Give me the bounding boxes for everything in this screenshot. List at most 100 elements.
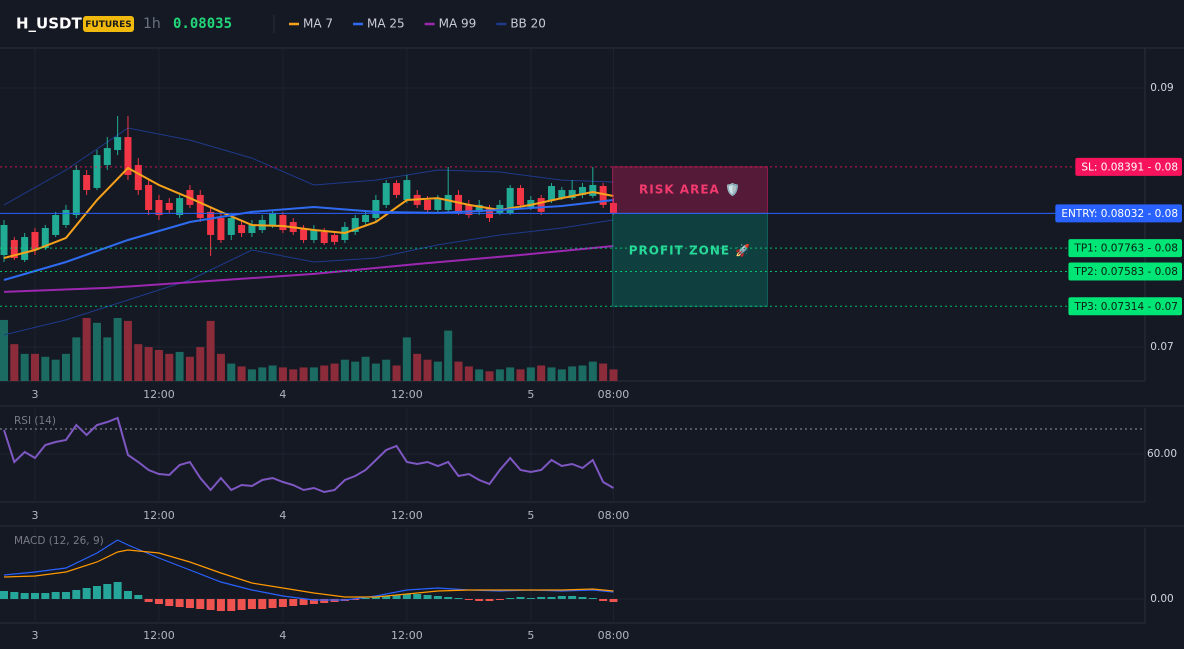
bollinger-band <box>3 219 614 336</box>
macd-histogram-bar <box>557 596 566 599</box>
candle-body <box>455 194 463 213</box>
x-tick-label: 12:00 <box>391 629 423 642</box>
macd-histogram-bar <box>516 597 525 599</box>
x-tick-label: 3 <box>31 629 38 642</box>
candle-body <box>165 202 173 210</box>
panel-title: RSI (14) <box>14 415 56 427</box>
x-tick-label: 5 <box>527 629 534 642</box>
candle-body <box>217 217 225 241</box>
macd-histogram-bar <box>278 599 287 607</box>
macd-histogram-bar <box>30 593 39 599</box>
macd-histogram-bar <box>588 598 597 599</box>
volume-bar <box>526 367 535 381</box>
y-tick-label: 0.09 <box>1150 82 1173 94</box>
macd-histogram-bar <box>495 599 504 600</box>
level-label: ENTRY: 0.08032 - 0.08 <box>1061 208 1178 220</box>
candle-body <box>134 165 142 191</box>
volume-bar <box>247 369 256 381</box>
y-tick-label: 0.07 <box>1150 341 1173 353</box>
macd-histogram-bar <box>165 599 174 606</box>
candle-body <box>300 227 308 241</box>
volume-bar <box>134 344 143 381</box>
candle-body <box>578 187 586 195</box>
volume-bar <box>433 361 442 381</box>
panel-title: MACD (12, 26, 9) <box>14 535 104 547</box>
volume-bar <box>82 318 91 381</box>
candle-body <box>547 186 555 200</box>
volume-bar <box>30 353 39 381</box>
badge: FUTURES <box>85 20 131 30</box>
macd-histogram-bar <box>351 599 360 600</box>
volume-bar <box>41 356 50 381</box>
candle-body <box>238 224 246 234</box>
volume-bar <box>402 337 411 381</box>
y-tick-label: 0.00 <box>1150 593 1173 605</box>
volume-bar <box>92 322 101 381</box>
volume-bar <box>61 353 70 381</box>
candle-body <box>537 198 545 212</box>
x-tick-label: 12:00 <box>143 509 175 522</box>
badge-bg <box>83 16 134 32</box>
x-tick-label: 5 <box>527 388 534 401</box>
candle-body <box>475 204 483 212</box>
macd-histogram-bar <box>61 592 70 599</box>
macd-line <box>3 549 614 598</box>
candle-body <box>372 199 380 218</box>
macd-histogram-bar <box>175 599 184 607</box>
macd-histogram-bar <box>299 599 308 605</box>
volume-bar <box>340 359 349 381</box>
volume-bar <box>371 363 380 381</box>
x-tick-label: 08:00 <box>598 629 630 642</box>
zone-label: RISK AREA 🛡️ <box>639 183 741 197</box>
legend-label: BB 20 <box>510 17 546 31</box>
macd-histogram-bar <box>433 596 442 599</box>
candle-body <box>362 215 370 223</box>
macd-histogram-bar <box>237 599 246 610</box>
macd-histogram-bar <box>526 598 535 599</box>
x-tick-label: 08:00 <box>598 388 630 401</box>
level-label: SL: 0.08391 - 0.08 <box>1081 161 1178 173</box>
macd-histogram-bar <box>423 595 432 599</box>
volume-bar <box>578 365 587 381</box>
candle-body <box>155 199 163 216</box>
macd-histogram-bar <box>454 598 463 599</box>
candle-body <box>0 224 8 256</box>
volume-bar <box>123 320 132 381</box>
volume-bar <box>51 359 60 381</box>
volume-bar <box>258 367 267 381</box>
macd-histogram-bar <box>123 591 132 599</box>
volume-bar <box>413 353 422 381</box>
candle-body <box>227 217 235 235</box>
candle-body <box>599 186 607 205</box>
macd-histogram-bar <box>506 598 515 599</box>
x-tick-label: 12:00 <box>391 509 423 522</box>
legend-label: MA 7 <box>303 17 333 31</box>
x-tick-label: 4 <box>279 388 286 401</box>
macd-histogram-bar <box>113 582 122 599</box>
x-tick-label: 4 <box>279 629 286 642</box>
macd-histogram-bar <box>289 599 298 606</box>
candle-body <box>424 199 432 210</box>
volume-bar <box>289 369 298 381</box>
macd-histogram-bar <box>361 598 370 599</box>
level-tag <box>1075 157 1182 176</box>
candle-body <box>103 148 111 166</box>
volume-bar <box>537 365 546 381</box>
macd-histogram-bar <box>371 597 380 599</box>
macd-histogram-bar <box>568 596 577 599</box>
x-tick-label: 5 <box>527 509 534 522</box>
volume-bar <box>423 359 432 381</box>
volume-bar <box>206 320 215 381</box>
macd-histogram-bar <box>475 599 484 601</box>
candle-body <box>506 187 514 213</box>
volume-bar <box>196 347 205 381</box>
candle-body <box>269 212 277 225</box>
volume-bar <box>72 337 81 381</box>
macd-histogram-bar <box>196 599 205 609</box>
volume-bar <box>444 330 453 381</box>
volume-bar <box>237 366 246 381</box>
volume-bar <box>557 369 566 381</box>
volume-bar <box>547 367 556 381</box>
candle-body <box>609 202 617 213</box>
